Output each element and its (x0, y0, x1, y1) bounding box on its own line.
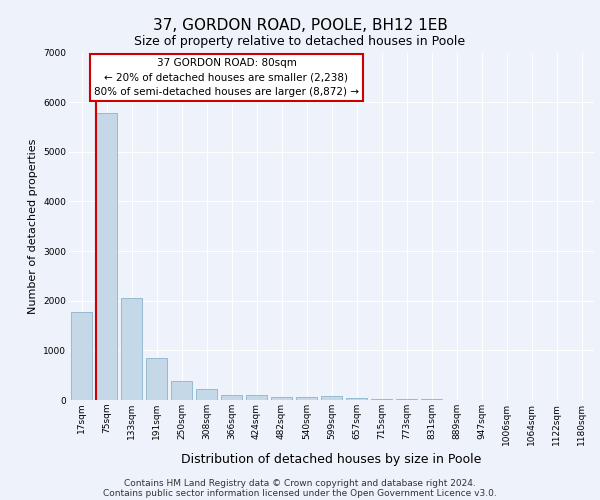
Bar (271, 396, 292, 400)
Bar (246, 395, 267, 400)
Bar (96, 113, 117, 400)
Bar (396, 399, 417, 400)
Bar (196, 388, 217, 400)
Bar (346, 398, 367, 400)
Text: 37 GORDON ROAD: 80sqm
← 20% of detached houses are smaller (2,238)
80% of semi-d: 37 GORDON ROAD: 80sqm ← 20% of detached … (94, 58, 359, 98)
Y-axis label: Number of detached properties: Number of detached properties (28, 138, 38, 314)
Text: 37, GORDON ROAD, POOLE, BH12 1EB: 37, GORDON ROAD, POOLE, BH12 1EB (152, 18, 448, 32)
Bar (171, 380, 192, 400)
Bar (121, 298, 142, 400)
Text: Contains HM Land Registry data © Crown copyright and database right 2024.: Contains HM Land Registry data © Crown c… (124, 478, 476, 488)
Bar (371, 398, 392, 400)
X-axis label: Distribution of detached houses by size in Poole: Distribution of detached houses by size … (181, 453, 482, 466)
Text: Size of property relative to detached houses in Poole: Size of property relative to detached ho… (134, 35, 466, 48)
Bar (71, 312, 92, 400)
Bar (146, 358, 167, 400)
Bar (296, 398, 317, 400)
Bar (221, 394, 242, 400)
Bar (321, 396, 342, 400)
Text: Contains public sector information licensed under the Open Government Licence v3: Contains public sector information licen… (103, 488, 497, 498)
